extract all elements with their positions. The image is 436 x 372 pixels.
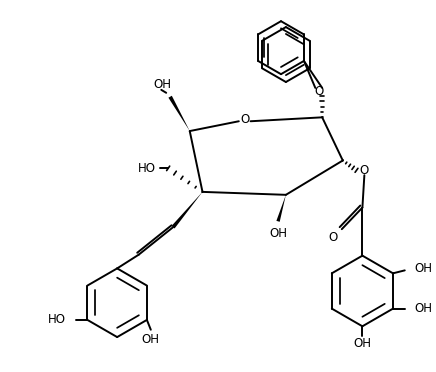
Text: OH: OH	[415, 302, 433, 315]
Text: O: O	[240, 113, 249, 126]
Text: O: O	[328, 231, 337, 244]
Polygon shape	[168, 96, 190, 131]
Text: OH: OH	[354, 337, 371, 350]
Text: OH: OH	[269, 227, 287, 240]
Text: O: O	[315, 85, 324, 98]
Text: O: O	[360, 164, 369, 177]
Polygon shape	[276, 195, 286, 222]
Polygon shape	[171, 192, 202, 228]
Text: HO: HO	[48, 313, 66, 326]
Text: OH: OH	[142, 333, 160, 346]
Text: HO: HO	[138, 162, 156, 175]
Text: OH: OH	[153, 78, 171, 92]
Text: OH: OH	[415, 262, 433, 275]
